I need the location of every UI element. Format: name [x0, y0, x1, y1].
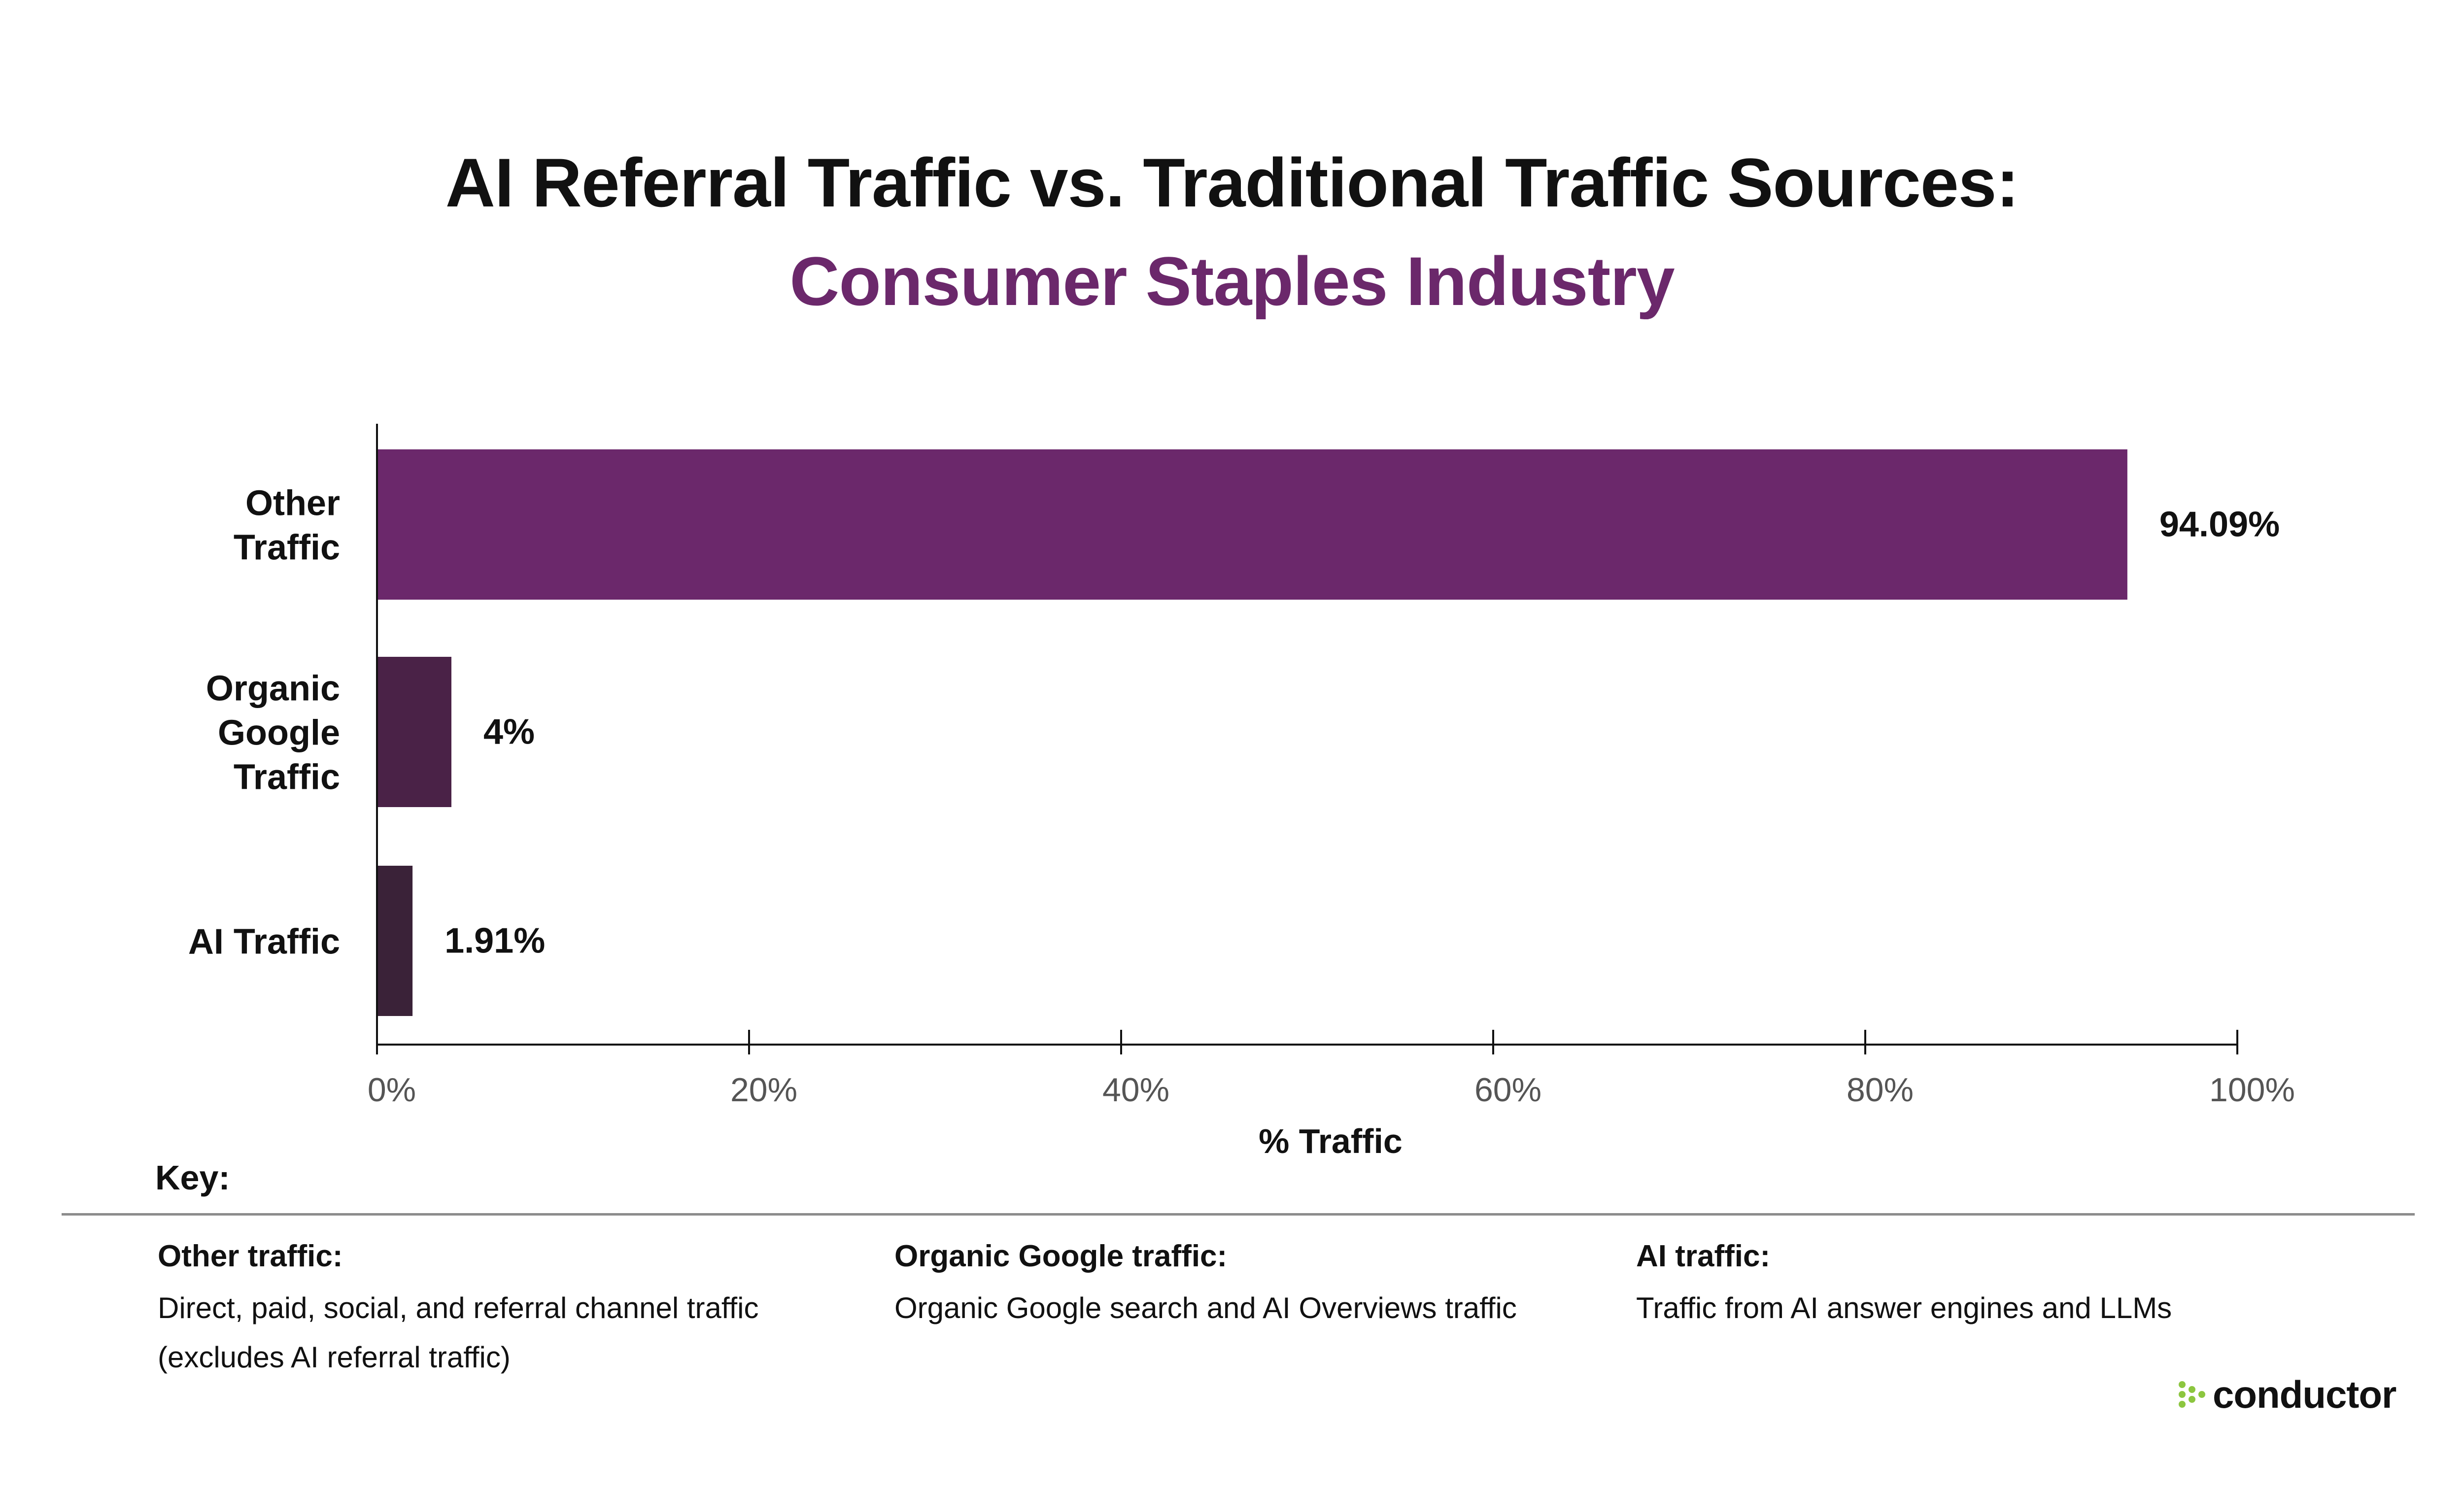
data-label-0: 94.09%: [2159, 505, 2280, 544]
key-desc-organic-google-line1: Organic Google search and AI Overviews t…: [894, 1291, 1517, 1324]
x-tick-label-0: 0%: [368, 1071, 416, 1109]
key-item-ai: AI traffic: Traffic from AI answer engin…: [1636, 1234, 2351, 1333]
axis-layer: 0% 20% 40% 60% 80% 100%: [368, 424, 2295, 1109]
category-label-1: Organic Google Traffic: [206, 669, 340, 797]
data-label-2: 1.91%: [445, 921, 545, 961]
bar-2: [377, 866, 413, 1016]
key-item-organic-google: Organic Google traffic: Organic Google s…: [894, 1234, 1609, 1333]
key-label-organic-google: Organic Google traffic:: [894, 1239, 1228, 1273]
x-tick-label-3: 60%: [1474, 1071, 1541, 1109]
category-labels-layer: Other Traffic Organic Google Traffic AI Traff…: [188, 484, 340, 962]
x-axis-title: % Traffic: [1259, 1122, 1403, 1160]
bar-1: [377, 657, 451, 807]
category-label-2: AI Traffic: [188, 922, 340, 962]
x-tick-label-2: 40%: [1102, 1071, 1169, 1109]
value-labels-layer: 94.09% 4% 1.91%: [445, 505, 2280, 961]
x-tick-label-1: 20%: [730, 1071, 797, 1109]
key-item-other: Other traffic: Direct, paid, social, and…: [158, 1234, 872, 1382]
bars-layer: [377, 449, 2127, 1016]
bar-0: [377, 449, 2127, 600]
conductor-logo: conductor: [2178, 1370, 2396, 1419]
x-tick-label-5: 100%: [2209, 1071, 2295, 1109]
key-desc-ai-line1: Traffic from AI answer engines and LLMs: [1636, 1291, 2172, 1324]
key-divider: [62, 1213, 2415, 1216]
logo-text: conductor: [2213, 1372, 2396, 1416]
conductor-dots-icon: [2179, 1381, 2205, 1408]
key-desc-other-line1: Direct, paid, social, and referral chann…: [158, 1291, 759, 1324]
key-label-ai: AI traffic:: [1636, 1239, 1771, 1273]
key-heading: Key:: [155, 1158, 230, 1197]
data-label-1: 4%: [483, 712, 535, 752]
chart-title: AI Referral Traffic vs. Traditional Traf…: [445, 144, 2019, 221]
key-desc-other-line2: (excludes AI referral traffic): [158, 1341, 511, 1374]
key-label-other: Other traffic:: [158, 1239, 343, 1273]
category-label-0: Other Traffic: [234, 484, 340, 568]
chart-subtitle: Consumer Staples Industry: [789, 242, 1675, 320]
x-tick-label-4: 80%: [1847, 1071, 1914, 1109]
